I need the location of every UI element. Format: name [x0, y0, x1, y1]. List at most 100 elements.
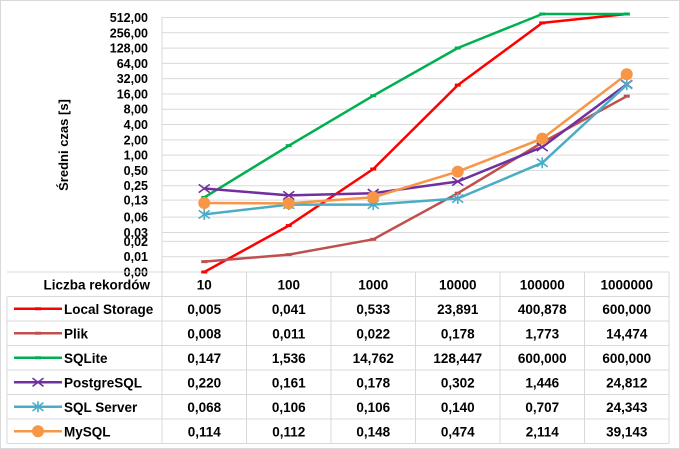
category-label: 100000 [520, 277, 565, 292]
y-tick-label: 2,00 [124, 133, 148, 147]
data-label: 24,812 [606, 375, 647, 390]
data-label: 1,446 [525, 375, 559, 390]
data-label: 1,536 [272, 351, 306, 366]
data-label: 0,148 [356, 424, 390, 439]
data-point [198, 183, 211, 194]
series-line [204, 73, 628, 205]
series-lines [198, 12, 633, 274]
y-tick-label: 0,02 [124, 235, 148, 249]
data-point [367, 191, 380, 204]
y-tick-label: 64,00 [117, 57, 148, 71]
series-5 [198, 68, 633, 210]
data-label: 0,178 [356, 375, 390, 390]
category-label: 1000000 [600, 277, 653, 292]
marker-stroke [198, 183, 211, 194]
data-point [536, 157, 549, 169]
y-tick-label: 4,00 [124, 118, 148, 132]
data-label: 1,773 [525, 326, 559, 341]
data-point [282, 190, 295, 201]
y-tick-label: 32,00 [117, 72, 148, 86]
y-tick-label: 0,01 [124, 250, 148, 264]
series-line [203, 12, 627, 199]
data-point [620, 79, 633, 91]
series-line [204, 83, 628, 197]
data-label: 0,106 [272, 400, 306, 415]
category-label: 10 [197, 277, 212, 292]
marker-stroke [536, 142, 549, 152]
data-point [451, 192, 464, 204]
legend-label: Plik [64, 326, 89, 341]
data-label: 0,008 [187, 326, 221, 341]
data-point [451, 176, 464, 187]
data-point [198, 208, 211, 220]
data-label: 0,005 [187, 302, 221, 317]
data-label: 128,447 [433, 351, 482, 366]
category-label: 1000 [358, 277, 388, 292]
data-label: 0,474 [441, 424, 475, 439]
y-tick-label: 256,00 [110, 26, 148, 40]
series-2 [201, 12, 630, 199]
data-label: 0,707 [525, 400, 559, 415]
data-label: 14,474 [606, 326, 648, 341]
marker-stroke [32, 377, 44, 388]
data-point [282, 197, 295, 210]
data-label: 600,000 [602, 351, 651, 366]
y-tick-label: 0,25 [124, 179, 148, 193]
y-tick-label: 0,03 [124, 226, 148, 240]
data-label: 0,220 [187, 375, 221, 390]
data-label: 0,533 [356, 302, 390, 317]
data-label: 0,178 [441, 326, 475, 341]
legend-label: MySQL [64, 424, 111, 439]
marker-stroke [282, 190, 295, 201]
data-label: 0,022 [356, 326, 390, 341]
y-axis-label: Średni czas [s] [56, 99, 71, 191]
data-label: 0,114 [188, 424, 222, 439]
data-label: 600,000 [518, 351, 567, 366]
series-line [204, 83, 628, 216]
data-label: 0,302 [441, 375, 475, 390]
legend-key-marker [32, 401, 44, 413]
data-label: 0,106 [356, 400, 390, 415]
data-label: 600,000 [602, 302, 651, 317]
y-tick-label: 16,00 [117, 87, 148, 101]
data-label: 14,762 [353, 351, 394, 366]
data-table: Liczba rekordów 10 100 1000 10000 100000 10000… [6, 271, 670, 444]
y-tick-label: 8,00 [124, 103, 148, 117]
data-label: 0,147 [187, 351, 221, 366]
legend-label: PostgreSQL [64, 375, 142, 390]
y-tick-label: 0,50 [124, 164, 148, 178]
data-label: 0,011 [272, 326, 306, 341]
y-tick-label: 0,13 [124, 194, 148, 208]
data-point [536, 132, 549, 145]
legend-label: SQLite [64, 351, 108, 366]
data-point [451, 165, 464, 178]
marker-stroke [451, 176, 464, 187]
data-label: 0,140 [441, 400, 475, 415]
data-label: 0,041 [272, 302, 306, 317]
series-line [204, 95, 628, 263]
data-label: 400,878 [518, 302, 567, 317]
data-label: 0,112 [272, 424, 305, 439]
data-label: 23,891 [437, 302, 479, 317]
legend-key-marker [32, 377, 44, 388]
data-label: 24,343 [606, 400, 648, 415]
y-axis: 0,000,010,020,030,060,130,250,501,002,00… [110, 11, 148, 280]
data-point [620, 68, 633, 81]
x-axis-label: Liczba rekordów [43, 277, 150, 292]
y-tick-label: 0,06 [124, 211, 148, 225]
data-point [198, 197, 211, 210]
data-label: 39,143 [606, 424, 648, 439]
y-tick-label: 1,00 [124, 149, 148, 163]
data-label: 2,114 [526, 424, 560, 439]
legend-label: Local Storage [64, 302, 154, 317]
legend-key-marker [32, 425, 44, 438]
y-tick-label: 128,00 [110, 42, 148, 56]
data-label: 0,068 [187, 400, 221, 415]
category-label: 100 [277, 277, 300, 292]
y-tick-label: 512,00 [110, 11, 148, 25]
legend-label: SQL Server [64, 400, 138, 415]
series-line [203, 12, 627, 274]
series-4 [198, 79, 633, 220]
